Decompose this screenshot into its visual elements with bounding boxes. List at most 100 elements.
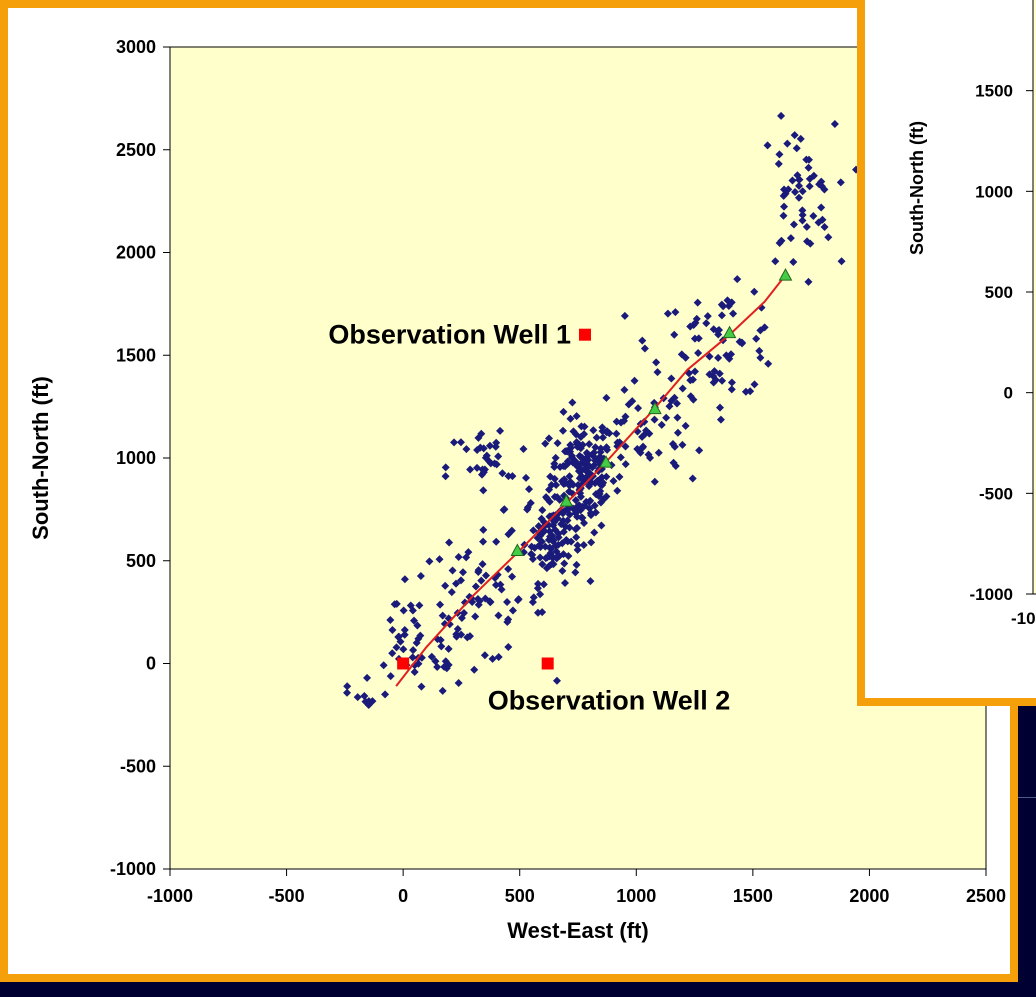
microseismic-point: [494, 452, 503, 461]
microseismic-point: [410, 668, 419, 677]
microseismic-point: [598, 423, 607, 432]
microseismic-point: [774, 159, 783, 168]
microseismic-point: [528, 550, 537, 559]
microseismic-point: [552, 554, 561, 563]
inset-chart-panel: -1000 -500 0 500 1000 1500 -10 South-North (f…: [857, 0, 1036, 706]
microseismic-point: [596, 448, 605, 457]
microseismic-point: [624, 400, 633, 409]
microseismic-point: [795, 181, 803, 190]
observation-well-marker: [578, 328, 591, 341]
microseismic-point: [638, 336, 647, 345]
microseismic-point: [441, 463, 450, 472]
microseismic-point: [448, 566, 457, 575]
stage-marker: [559, 494, 574, 507]
microseismic-point: [500, 505, 509, 514]
microseismic-point: [571, 509, 580, 518]
microseismic-point: [729, 309, 738, 318]
main-scatter-chart: -1000 -500 0 500 1000 1500 2000 2500 -1000 -500 0…: [28, 37, 1006, 943]
microseismic-point: [551, 453, 560, 462]
microseismic-point: [644, 450, 653, 459]
microseismic-point: [478, 560, 487, 569]
microseismic-point: [573, 541, 582, 550]
microseismic-point: [820, 185, 829, 194]
inset-x-tick-label: -10: [1011, 609, 1036, 628]
microseismic-point: [709, 378, 718, 387]
microseismic-point: [577, 422, 586, 431]
microseismic-point: [556, 506, 565, 515]
microseismic-point: [670, 393, 679, 402]
microseismic-point: [560, 578, 569, 587]
microseismic-point: [478, 465, 487, 474]
microseismic-point: [454, 678, 463, 687]
microseismic-point: [585, 440, 594, 449]
inset-y-tick-label: 0: [1004, 384, 1013, 403]
microseismic-point: [438, 686, 447, 695]
stage-marker: [722, 325, 737, 339]
microseismic-point: [553, 439, 562, 448]
microseismic-point: [564, 552, 573, 561]
microseismic-point: [569, 458, 578, 467]
microseismic-point: [457, 614, 466, 623]
microseismic-point: [652, 358, 661, 367]
x-tick-label: 1500: [733, 886, 773, 906]
microseismic-point: [529, 593, 538, 602]
y-tick-label: 0: [146, 654, 156, 674]
microseismic-point: [536, 553, 545, 562]
microseismic-point: [802, 222, 811, 231]
microseismic-point: [412, 638, 421, 647]
microseismic-point: [568, 489, 577, 498]
microseismic-point: [541, 439, 550, 448]
microseismic-point: [836, 178, 845, 187]
microseismic-point: [798, 216, 807, 225]
microseismic-point: [392, 643, 401, 652]
microseismic-point: [464, 548, 473, 557]
microseismic-point: [568, 398, 577, 407]
microseismic-point: [561, 522, 570, 531]
microseismic-point: [486, 598, 495, 607]
microseismic-point: [577, 453, 586, 462]
x-tick-label: 2000: [849, 886, 889, 906]
microseismic-point: [571, 568, 580, 577]
microseismic-point: [688, 375, 697, 384]
microseismic-point: [492, 438, 501, 447]
microseismic-point: [567, 537, 576, 546]
microseismic-point: [571, 496, 580, 505]
inset-y-axis-label: South-North (ft): [907, 121, 927, 255]
microseismic-point: [639, 442, 648, 451]
microseismic-point: [551, 525, 560, 534]
microseismic-point: [537, 537, 546, 546]
microseismic-point: [763, 141, 772, 150]
microseismic-point: [508, 472, 517, 481]
microseismic-point: [760, 323, 769, 332]
microseismic-point: [573, 512, 582, 521]
microseismic-point: [786, 234, 795, 243]
microseismic-point: [804, 277, 813, 286]
microseismic-point: [689, 395, 698, 404]
microseismic-point: [640, 417, 649, 426]
microseismic-point: [764, 359, 773, 368]
microseismic-point: [477, 576, 486, 585]
microseismic-point: [550, 474, 559, 483]
y-tick-label: 3000: [116, 37, 156, 57]
microseismic-point: [460, 598, 469, 607]
microseismic-point: [466, 465, 475, 474]
microseismic-point: [727, 385, 736, 394]
microseismic-point: [435, 555, 444, 564]
microseismic-point: [789, 220, 798, 229]
microseismic-point: [542, 493, 551, 502]
microseismic-point: [616, 453, 625, 462]
microseismic-point: [783, 139, 792, 148]
microseismic-point: [538, 560, 547, 569]
microseismic-point: [590, 528, 599, 537]
inset-y-tick-label: -1000: [970, 585, 1013, 604]
microseismic-point: [596, 487, 605, 496]
microseismic-point: [670, 330, 679, 339]
microseismic-point: [559, 426, 568, 435]
microseismic-point: [750, 287, 759, 296]
microseismic-point: [686, 322, 695, 331]
microseismic-point: [454, 552, 463, 561]
microseismic-point: [409, 646, 418, 655]
microseismic-point: [591, 443, 600, 452]
stage-marker: [778, 268, 793, 281]
stage-marker: [510, 543, 525, 556]
